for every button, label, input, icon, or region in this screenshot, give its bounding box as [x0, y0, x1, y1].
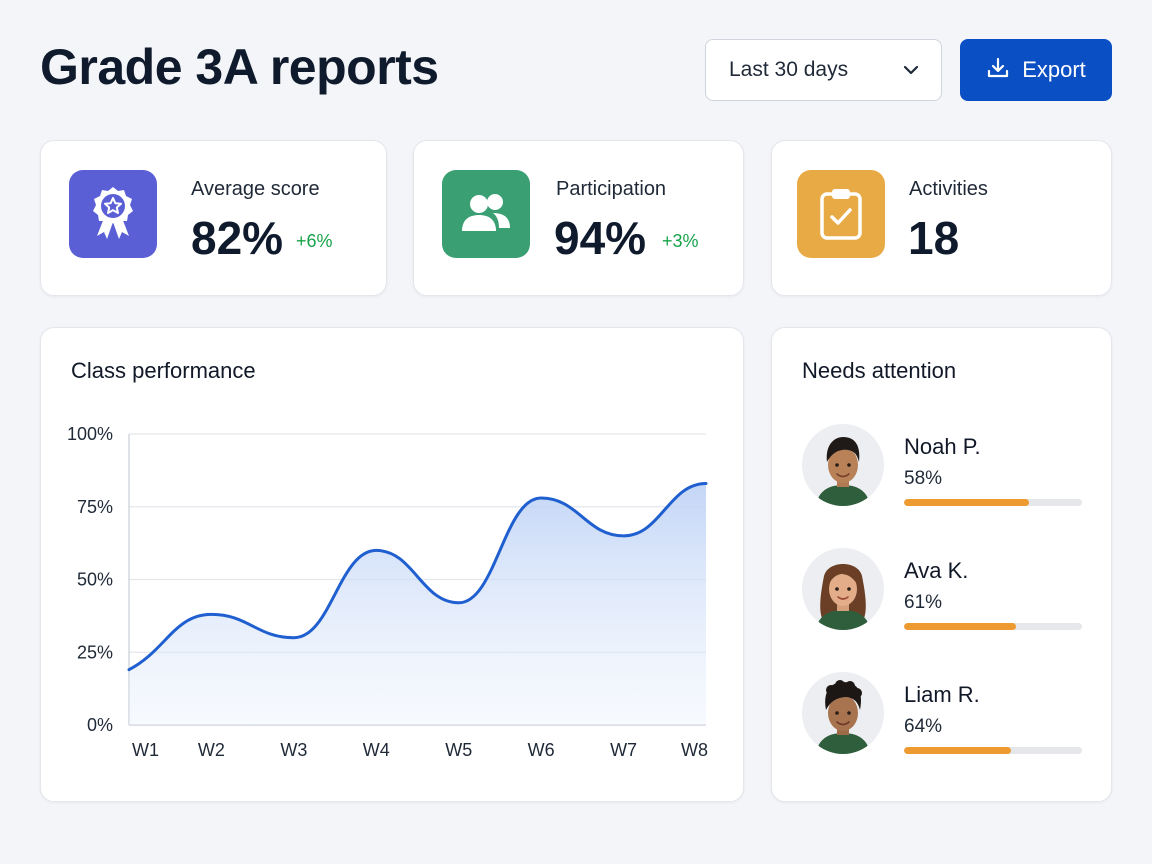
stat-delta: +3% — [662, 231, 699, 251]
student-score: 61% — [904, 592, 943, 613]
stat-card-participation: Participation 94% +3% — [413, 140, 744, 296]
data-point — [125, 666, 133, 674]
stat-delta: +6% — [296, 231, 333, 251]
data-point — [290, 634, 298, 642]
x-tick-label: W2 — [198, 740, 225, 760]
x-tick-label: W3 — [280, 740, 307, 760]
data-point — [702, 479, 710, 487]
needs-attention-card: Needs attention Noah P. 58% — [771, 327, 1112, 802]
stat-value: 18 — [908, 212, 960, 264]
student-score: 58% — [904, 468, 943, 489]
stat-label: Activities — [909, 178, 988, 200]
x-tick-label: W4 — [363, 740, 390, 760]
x-tick-label: W7 — [610, 740, 637, 760]
stat-card-activities: Activities 18 — [771, 140, 1112, 296]
area-fill — [129, 483, 706, 725]
stat-label: Average score — [191, 178, 320, 200]
student-item-ava[interactable]: Ava K. 61% — [802, 548, 1112, 638]
export-label: Export — [1022, 57, 1086, 82]
data-point — [372, 546, 380, 554]
progress-fill — [904, 499, 1029, 506]
student-item-liam[interactable]: Liam R. 64% — [802, 672, 1112, 762]
date-range-label: Last 30 days — [729, 58, 849, 81]
date-range-select[interactable]: Last 30 days — [705, 39, 942, 101]
progress-fill — [904, 747, 1011, 754]
data-point — [207, 610, 215, 618]
performance-chart: 0% 25% 50% 75% 100% W1 W2 W3 W4 W5 W6 W7 W8 — [67, 424, 710, 760]
people-icon — [442, 170, 530, 258]
needs-attention-title: Needs attention — [802, 358, 957, 383]
x-tick-label: W5 — [445, 740, 472, 760]
clipboard-check-icon — [797, 170, 885, 258]
x-tick-label: W6 — [528, 740, 555, 760]
y-tick-label: 25% — [77, 642, 113, 662]
chevron-down-icon — [903, 65, 919, 75]
student-score: 64% — [904, 716, 943, 737]
class-performance-card: Class performance 0% 25% 50% 75% 100% W1 W2 W3 W… — [40, 327, 744, 802]
progress-fill — [904, 623, 1017, 630]
page-title: Grade 3A reports — [40, 39, 439, 95]
avatar — [802, 672, 884, 754]
avatar — [802, 424, 884, 506]
stat-value: 94% — [554, 212, 647, 264]
stat-value: 82% — [191, 212, 284, 264]
download-icon — [986, 56, 1010, 85]
y-tick-label: 50% — [77, 570, 113, 590]
avatar — [802, 548, 884, 630]
x-tick-label: W1 — [132, 740, 159, 760]
series-line — [127, 481, 708, 672]
data-point — [455, 599, 463, 607]
progress-track — [904, 747, 1082, 754]
chart-title: Class performance — [71, 358, 256, 383]
student-item-noah[interactable]: Noah P. 58% — [802, 424, 1112, 514]
x-tick-label: W8 — [681, 740, 708, 760]
y-tick-label: 0% — [87, 715, 113, 735]
progress-track — [904, 499, 1082, 506]
export-button[interactable]: Export — [960, 39, 1112, 101]
student-name: Liam R. — [904, 682, 980, 707]
stat-label: Participation — [556, 178, 667, 200]
student-name: Ava K. — [904, 558, 969, 583]
stat-card-average-score: Average score 82% +6% — [40, 140, 387, 296]
data-point — [620, 532, 628, 540]
data-point — [537, 494, 545, 502]
progress-track — [904, 623, 1082, 630]
student-name: Noah P. — [904, 434, 981, 459]
award-ribbon-icon — [69, 170, 157, 258]
y-tick-label: 100% — [67, 424, 113, 444]
y-tick-label: 75% — [77, 497, 113, 517]
